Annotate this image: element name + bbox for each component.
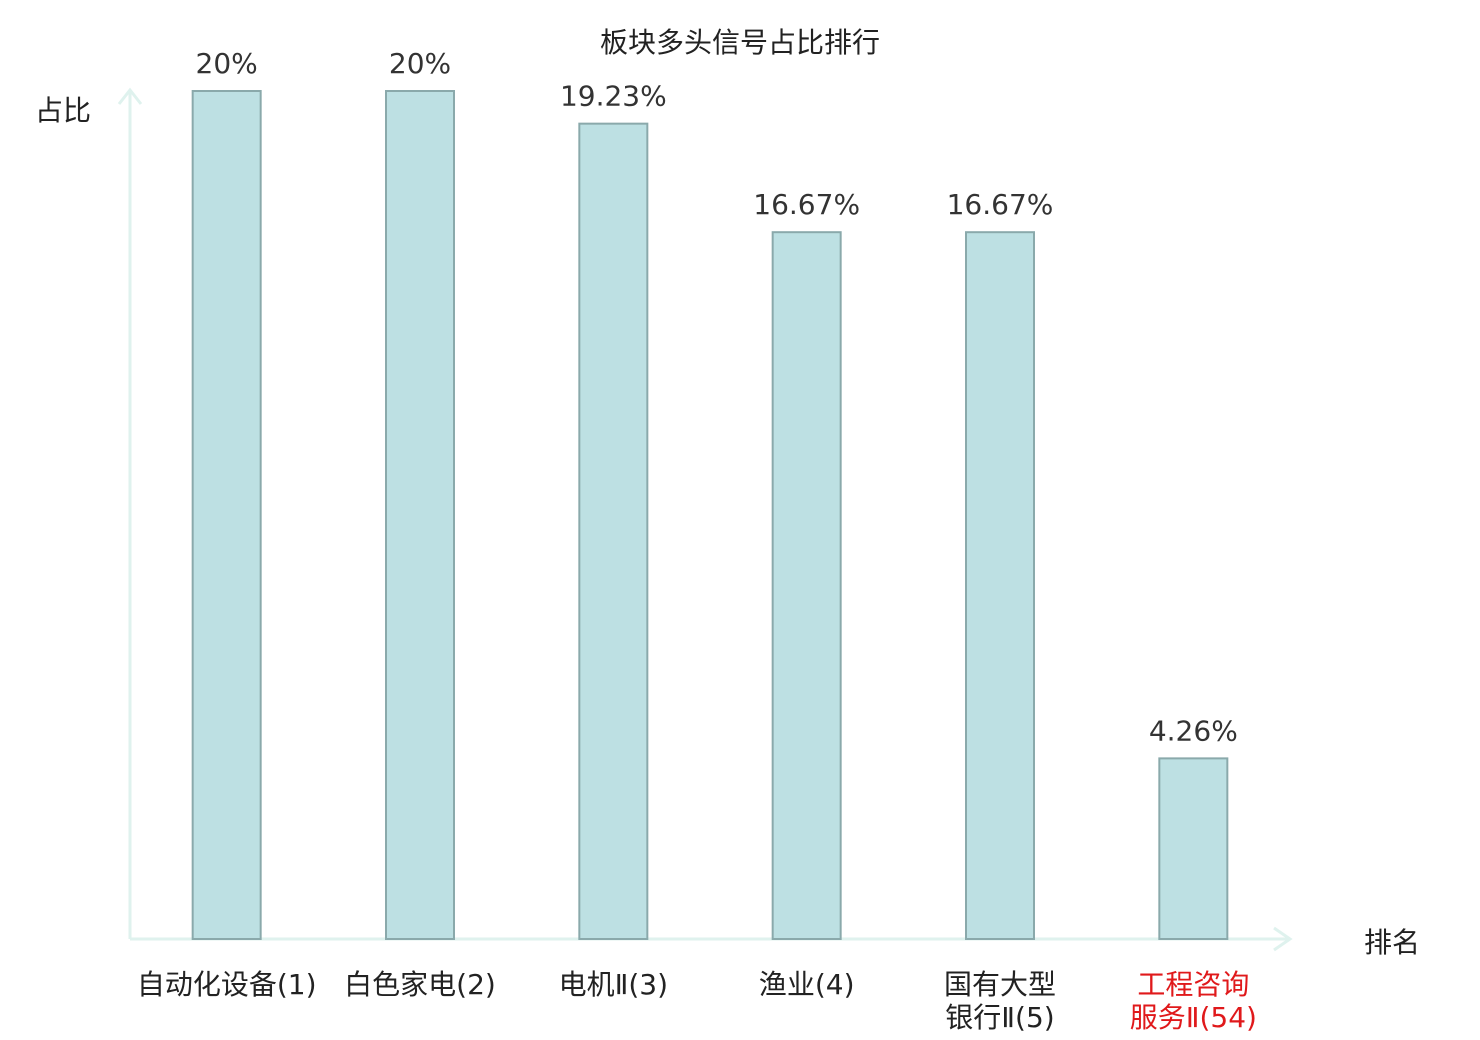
x-tick-label: 自动化设备(1) — [137, 968, 317, 1001]
x-tick-label: 渔业(4) — [759, 968, 855, 1001]
x-tick-label-line: 银行Ⅱ(5) — [945, 1001, 1054, 1034]
bar — [191, 90, 262, 940]
chart-title: 板块多头信号占比排行 — [600, 26, 880, 59]
bar — [385, 90, 455, 940]
x-tick-label: 工程咨询服务Ⅱ(54) — [1130, 968, 1257, 1034]
x-tick-label-line: 工程咨询 — [1137, 968, 1249, 1001]
x-axis-arrow — [1273, 926, 1293, 952]
y-axis-arrow — [117, 87, 143, 105]
x-tick-label-line: 服务Ⅱ(54) — [1130, 1001, 1257, 1034]
x-tick-label: 电机Ⅱ(3) — [559, 968, 668, 1001]
value-label: 19.23% — [560, 80, 667, 113]
x-tick-label-line: 国有大型 — [944, 968, 1056, 1001]
value-label: 16.67% — [947, 188, 1054, 221]
bar — [771, 231, 842, 940]
value-label: 4.26% — [1149, 714, 1238, 747]
bar — [965, 231, 1035, 940]
x-tick-label: 国有大型银行Ⅱ(5) — [944, 968, 1056, 1034]
bar — [578, 122, 649, 940]
y-axis-label: 占比 — [35, 94, 91, 127]
bar — [1158, 757, 1229, 940]
value-label: 20% — [196, 47, 258, 80]
x-axis-label: 排名 — [1364, 926, 1420, 959]
value-label: 16.67% — [753, 188, 860, 221]
x-tick-label: 白色家电(2) — [344, 968, 496, 1001]
value-label: 20% — [389, 47, 451, 80]
